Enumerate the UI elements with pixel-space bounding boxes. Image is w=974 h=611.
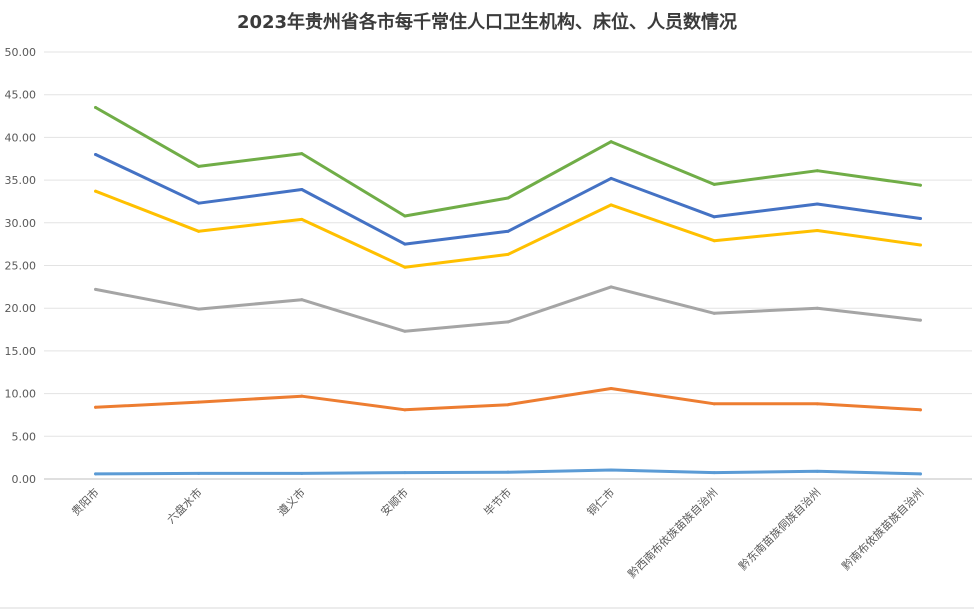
data-point <box>506 252 510 256</box>
data-point <box>712 311 716 315</box>
data-point <box>94 189 98 193</box>
data-point <box>94 405 98 409</box>
data-point <box>918 183 922 187</box>
data-point <box>300 394 304 398</box>
data-point <box>712 239 716 243</box>
y-tick-label: 30.00 <box>5 217 37 230</box>
data-point <box>609 203 613 207</box>
data-point <box>918 408 922 412</box>
data-point <box>918 472 922 476</box>
data-point <box>712 215 716 219</box>
data-point <box>94 106 98 110</box>
x-tick-label: 铜仁市 <box>584 485 617 518</box>
y-tick-label: 5.00 <box>12 430 37 443</box>
data-point <box>609 140 613 144</box>
data-point <box>918 318 922 322</box>
data-point <box>197 471 201 475</box>
data-point <box>403 329 407 333</box>
data-point <box>197 307 201 311</box>
data-point <box>918 217 922 221</box>
data-point <box>300 217 304 221</box>
data-point <box>712 471 716 475</box>
x-tick-label: 安顺市 <box>378 485 411 518</box>
data-point <box>506 229 510 233</box>
data-point <box>609 468 613 472</box>
data-point <box>403 214 407 218</box>
data-point <box>815 469 819 473</box>
data-point <box>300 187 304 191</box>
data-point <box>609 386 613 390</box>
data-point <box>712 402 716 406</box>
data-point <box>94 152 98 156</box>
data-point <box>815 169 819 173</box>
data-point <box>506 470 510 474</box>
x-tick-label: 毕节市 <box>481 485 514 518</box>
data-point <box>815 202 819 206</box>
y-tick-label: 50.00 <box>5 46 37 59</box>
data-point <box>506 196 510 200</box>
data-point <box>403 408 407 412</box>
x-tick-label: 黔西南布依族苗族自治州 <box>625 485 720 580</box>
x-tick-label: 黔南布依族苗族自治州 <box>839 485 927 573</box>
chart-title: 2023年贵州省各市每千常住人口卫生机构、床位、人员数情况 <box>236 12 738 33</box>
data-point <box>403 242 407 246</box>
data-point <box>815 306 819 310</box>
data-point <box>506 320 510 324</box>
y-tick-label: 35.00 <box>5 174 37 187</box>
data-point <box>609 285 613 289</box>
y-tick-label: 15.00 <box>5 345 37 358</box>
series-line-2 <box>94 387 922 412</box>
x-tick-label: 黔东南苗族侗族自治州 <box>736 485 824 573</box>
data-point <box>94 472 98 476</box>
data-point <box>94 287 98 291</box>
x-tick-label: 六盘水市 <box>164 485 205 526</box>
x-tick-label: 贵阳市 <box>68 485 101 518</box>
data-point <box>300 152 304 156</box>
series-line-3 <box>94 285 922 333</box>
data-point <box>197 400 201 404</box>
data-point <box>815 402 819 406</box>
data-point <box>197 164 201 168</box>
data-point <box>506 403 510 407</box>
y-tick-label: 20.00 <box>5 302 37 315</box>
x-tick-label: 遵义市 <box>275 485 308 518</box>
data-point <box>300 471 304 475</box>
data-point <box>918 243 922 247</box>
data-point <box>300 298 304 302</box>
data-point <box>609 176 613 180</box>
y-tick-label: 45.00 <box>5 89 37 102</box>
data-point <box>197 201 201 205</box>
data-point <box>403 471 407 475</box>
data-point <box>197 229 201 233</box>
y-tick-label: 25.00 <box>5 260 37 273</box>
y-tick-label: 0.00 <box>12 473 37 486</box>
data-point <box>712 182 716 186</box>
y-tick-label: 40.00 <box>5 131 37 144</box>
data-point <box>815 228 819 232</box>
data-point <box>403 265 407 269</box>
y-tick-label: 10.00 <box>5 388 37 401</box>
